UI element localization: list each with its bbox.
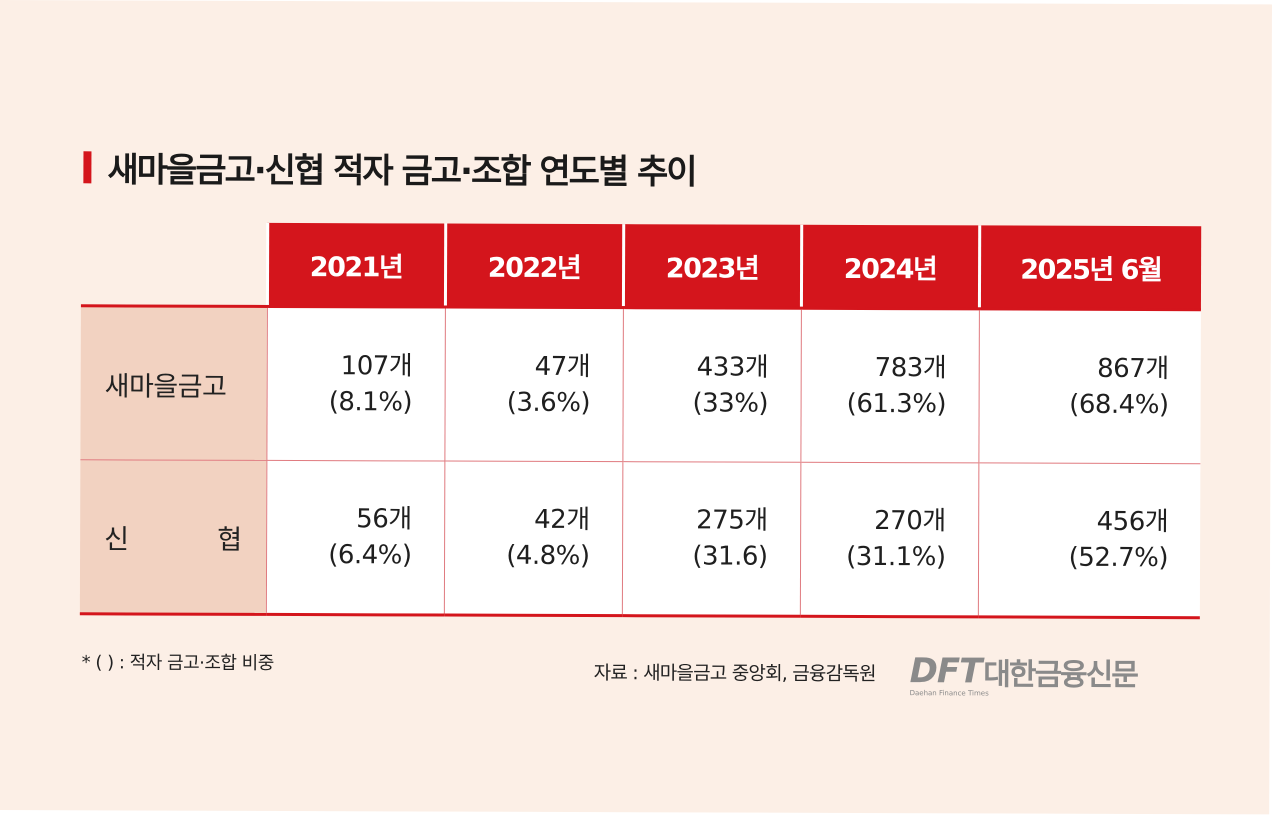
table-cell: 456개 (52.7%) [977,462,1201,618]
table-cell: 783개 (61.3%) [800,308,979,463]
page-title: 새마을금고·신협 적자 금고·조합 연도별 추이 [107,150,696,193]
title-block: 새마을금고·신협 적자 금고·조합 연도별 추이 [83,142,696,193]
cell-percent: (33%) [692,388,769,419]
table-cell: 433개 (33%) [622,307,801,463]
table-row: 새마을금고 107개 (8.1%) 47개 (3.6%) 433개 (33%) … [80,305,1201,464]
column-header-2022: 2022년 [444,223,624,308]
row-label-saemaul: 새마을금고 [80,305,267,461]
cell-percent: (8.1%) [328,387,413,418]
cell-percent: (31.6) [692,541,768,572]
corner-cell [80,222,268,307]
table-cell: 42개 (4.8%) [443,461,623,616]
table-cell: 867개 (68.4%) [978,308,1201,464]
table-cell: 107개 (8.1%) [266,306,445,462]
row-label-char: 신 [104,523,129,555]
table-row: 신 협 56개 (6.4%) 42개 (4.8%) 275개 (31.6) [79,459,1201,618]
cell-count: 867개 [1097,353,1169,385]
logo-name: 대한금융신문 [983,657,1137,693]
table-cell: 270개 (31.1%) [799,462,979,617]
cell-percent: (3.6%) [506,387,591,419]
cell-count: 275개 [696,505,768,536]
logo-subtitle: Daehan Finance Times [909,689,989,698]
cell-count: 47개 [534,351,591,383]
data-table: 2021년 2022년 2023년 2024년 2025년 6월 새마을금고 1… [79,222,1202,619]
cell-percent: (4.8%) [506,540,590,572]
title-accent-bar [83,150,92,183]
row-label-letters: 신 협 [104,517,242,556]
cell-percent: (31.1%) [846,541,946,573]
column-header-2025-june: 2025년 6월 [978,225,1202,310]
cell-count: 433개 [696,352,769,383]
table-cell: 275개 (31.6) [621,461,801,617]
cell-percent: (61.3%) [846,388,947,420]
table-cell: 47개 (3.6%) [444,307,623,462]
table-cell: 56개 (6.4%) [265,460,445,616]
cell-count: 783개 [874,353,947,384]
column-header-2021: 2021년 [266,222,446,308]
cell-count: 270개 [874,506,946,537]
cell-percent: (6.4%) [328,540,412,571]
publisher-logo: DFT 대한금융신문 Daehan Finance Times [910,649,1137,698]
source-note: 자료 : 새마을금고 중앙회, 금융감독원 [593,662,876,686]
row-label-shinhyup: 신 협 [79,459,267,615]
column-header-2024: 2024년 [800,224,980,309]
logo-main: DFT 대한금융신문 [910,649,1137,694]
cell-percent: (68.4%) [1069,389,1169,421]
cell-count: 42개 [534,504,590,536]
cell-count: 456개 [1096,506,1169,538]
cell-count: 107개 [340,351,413,382]
cell-percent: (52.7%) [1068,542,1169,574]
column-header-2023: 2023년 [622,224,802,309]
footnote: * ( ) : 적자 금고·조합 비중 [81,652,274,674]
header-row: 2021년 2022년 2023년 2024년 2025년 6월 [80,222,1202,310]
cell-count: 56개 [356,504,412,535]
infographic-card: 새마을금고·신협 적자 금고·조합 연도별 추이 2021년 2022년 202… [0,0,1272,815]
logo-mark: DFT [909,651,982,692]
row-label-char: 협 [217,524,242,556]
